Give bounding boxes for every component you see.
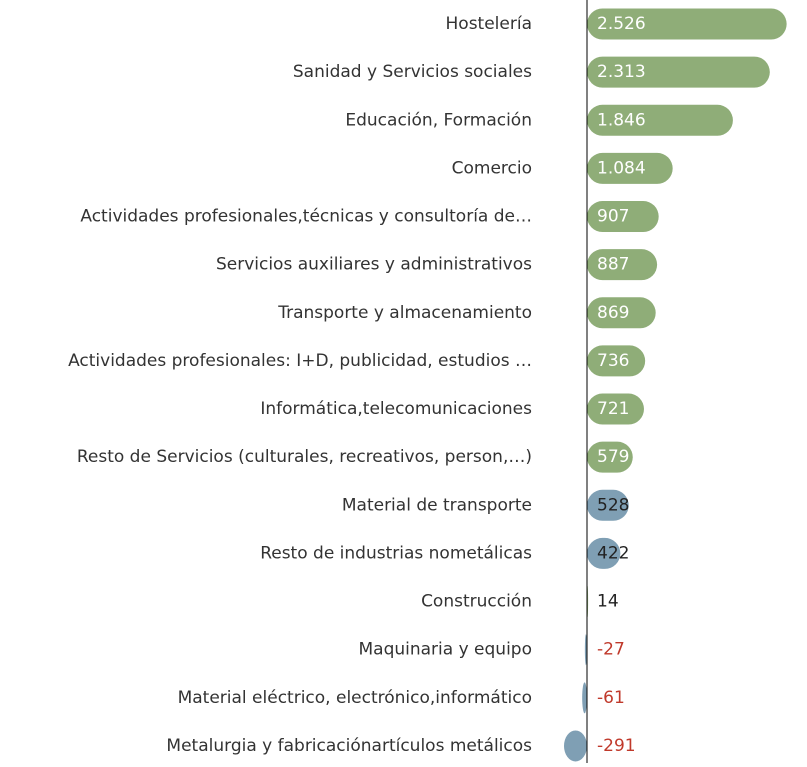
bar <box>587 297 656 329</box>
value-label: -27 <box>597 640 625 660</box>
value-label: 721 <box>597 399 629 419</box>
category-label: Actividades profesionales: I+D, publicid… <box>68 351 532 371</box>
value-label: 887 <box>597 255 629 275</box>
category-label: Servicios auxiliares y administrativos <box>216 255 532 275</box>
value-label: 2.526 <box>597 14 646 34</box>
value-label: 907 <box>597 207 629 227</box>
value-label: -291 <box>597 736 636 756</box>
bar <box>587 345 646 377</box>
bar <box>587 393 644 425</box>
value-label: 14 <box>597 592 619 612</box>
value-label: 1.084 <box>597 158 646 178</box>
bar <box>587 489 629 521</box>
value-label: 736 <box>597 351 629 371</box>
value-label: 422 <box>597 543 629 563</box>
bar <box>587 104 733 136</box>
bar <box>587 537 621 569</box>
category-label: Metalurgia y fabricaciónartículos metáli… <box>166 736 532 756</box>
bar <box>564 730 587 762</box>
value-label: 1.846 <box>597 110 646 130</box>
value-label: 579 <box>597 447 629 467</box>
category-label: Material eléctrico, electrónico,informát… <box>178 688 532 708</box>
bar <box>587 8 787 40</box>
category-label: Informática,telecomunicaciones <box>260 399 532 419</box>
category-label: Educación, Formación <box>345 110 532 130</box>
category-label: Hostelería <box>446 14 532 34</box>
category-label: Actividades profesionales,técnicas y con… <box>80 207 532 227</box>
bar <box>587 249 658 281</box>
category-label: Comercio <box>452 158 532 178</box>
bar <box>587 201 659 233</box>
category-label: Transporte y almacenamiento <box>277 303 532 323</box>
category-label: Material de transporte <box>342 495 532 515</box>
bar <box>587 441 633 473</box>
category-label: Resto de industrias nometálicas <box>260 543 532 563</box>
category-label: Sanidad y Servicios sociales <box>293 62 532 82</box>
bar <box>587 56 770 88</box>
value-label: 528 <box>597 495 629 515</box>
bar <box>584 634 587 666</box>
category-label: Maquinaria y equipo <box>358 640 532 660</box>
category-label: Construcción <box>421 592 532 612</box>
category-label: Resto de Servicios (culturales, recreati… <box>77 447 532 467</box>
bar <box>582 682 587 714</box>
value-label: 869 <box>597 303 629 323</box>
bar <box>587 152 673 184</box>
value-label: -61 <box>597 688 625 708</box>
value-label: 2.313 <box>597 62 646 82</box>
